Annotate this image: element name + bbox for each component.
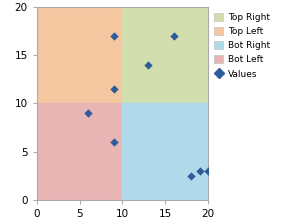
Bar <box>37 7 122 103</box>
Point <box>111 87 116 91</box>
Bar <box>122 103 208 200</box>
Point <box>111 34 116 37</box>
Point <box>171 34 176 37</box>
Point <box>197 169 202 173</box>
Bar <box>122 7 208 103</box>
Point <box>188 174 193 177</box>
Point <box>111 140 116 144</box>
Point <box>146 63 151 66</box>
Point <box>206 169 211 173</box>
Point <box>86 111 91 115</box>
Bar <box>37 103 122 200</box>
Legend: Top Right, Top Left, Bot Right, Bot Left, Values: Top Right, Top Left, Bot Right, Bot Left… <box>213 11 272 80</box>
